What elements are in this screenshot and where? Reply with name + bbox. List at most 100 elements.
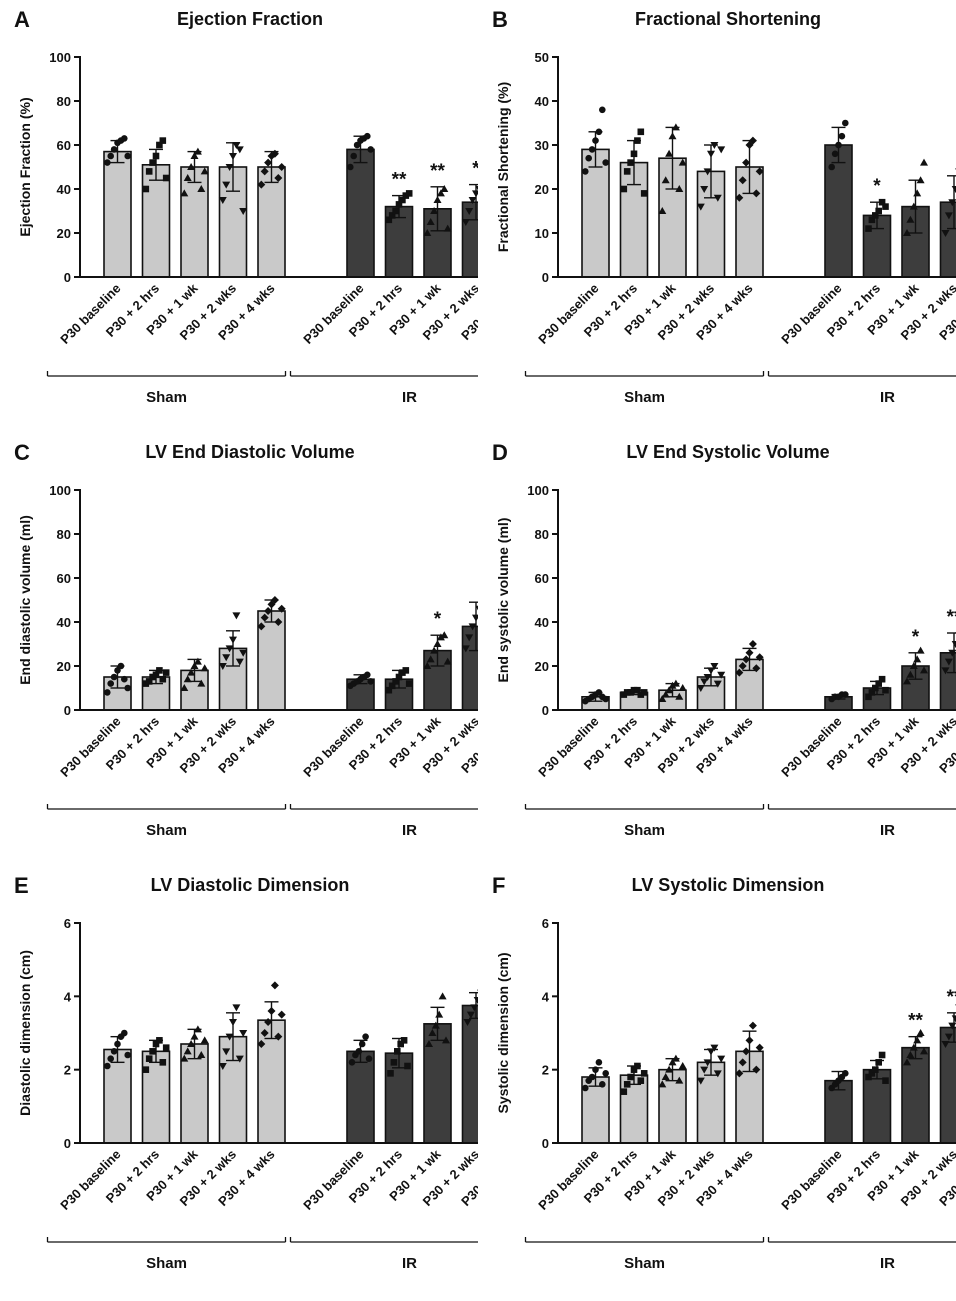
data-point bbox=[190, 1032, 199, 1040]
group-label: IR bbox=[402, 1255, 417, 1272]
data-point bbox=[640, 1070, 648, 1077]
data-point bbox=[707, 1048, 715, 1056]
chart-svg: D LV End Systolic Volume End systolic volu… bbox=[492, 440, 956, 839]
y-tick-label: 2 bbox=[542, 1063, 549, 1078]
data-point bbox=[713, 680, 722, 688]
data-point bbox=[436, 633, 445, 641]
data-point bbox=[472, 190, 478, 198]
data-point bbox=[222, 654, 231, 662]
chart-svg: B Fractional Shortening Fractional Shorten… bbox=[492, 7, 956, 406]
data-point bbox=[948, 649, 956, 657]
y-tick-label: 40 bbox=[57, 615, 71, 630]
y-tick-label: 6 bbox=[542, 916, 549, 931]
bar bbox=[824, 144, 853, 278]
bar bbox=[257, 1019, 286, 1144]
data-point bbox=[190, 662, 199, 669]
data-point bbox=[180, 189, 189, 197]
data-point bbox=[717, 146, 726, 154]
data-point bbox=[222, 1048, 231, 1056]
data-point bbox=[745, 648, 754, 657]
data-point bbox=[661, 1073, 670, 1080]
data-point bbox=[630, 686, 638, 694]
data-point bbox=[738, 662, 747, 670]
data-point bbox=[477, 989, 478, 992]
y-tick-label: 4 bbox=[542, 989, 550, 1004]
y-tick-label: 100 bbox=[49, 50, 71, 65]
data-point bbox=[232, 612, 241, 620]
data-point bbox=[602, 695, 609, 703]
data-point bbox=[425, 1040, 433, 1047]
data-point bbox=[232, 1004, 241, 1012]
data-point bbox=[405, 190, 413, 197]
chart-title: LV End Systolic Volume bbox=[626, 442, 829, 462]
y-tick-label: 40 bbox=[535, 94, 549, 109]
chart-svg: C LV End Diastolic Volume End diastolic vo… bbox=[14, 440, 478, 839]
data-point bbox=[865, 225, 872, 232]
y-axis-label: Systolic dimension (cm) bbox=[495, 952, 511, 1113]
data-point bbox=[390, 1059, 398, 1066]
data-point bbox=[239, 649, 248, 657]
data-point bbox=[270, 149, 279, 158]
chart-svg: A Ejection Fraction Ejection Fraction (%) 0… bbox=[14, 7, 478, 406]
data-point bbox=[671, 123, 680, 131]
data-point bbox=[875, 207, 882, 215]
data-point bbox=[466, 1011, 475, 1019]
data-point bbox=[107, 1055, 114, 1062]
data-point bbox=[225, 1033, 234, 1041]
data-point bbox=[872, 1066, 879, 1073]
y-tick-label: 10 bbox=[535, 226, 549, 241]
data-point bbox=[277, 604, 286, 613]
data-point bbox=[748, 1021, 757, 1030]
data-point bbox=[399, 196, 406, 204]
data-point bbox=[742, 655, 751, 664]
data-point bbox=[944, 1033, 953, 1041]
data-point bbox=[274, 1032, 283, 1041]
group-label: IR bbox=[402, 822, 417, 839]
data-point bbox=[909, 202, 918, 210]
significance-mark: ** bbox=[947, 987, 956, 1008]
panel-ejection-fraction: A Ejection Fraction Ejection Fraction (%) 0… bbox=[0, 0, 478, 433]
y-tick-label: 80 bbox=[57, 527, 71, 542]
data-point bbox=[110, 146, 118, 153]
data-point bbox=[193, 657, 202, 665]
data-point bbox=[700, 678, 709, 686]
data-point bbox=[104, 159, 111, 166]
group-label: IR bbox=[880, 1255, 895, 1272]
data-point bbox=[735, 1069, 744, 1078]
data-point bbox=[405, 680, 413, 687]
data-point bbox=[920, 666, 928, 674]
data-point bbox=[696, 1077, 705, 1085]
data-point bbox=[717, 1055, 726, 1063]
data-point bbox=[364, 671, 371, 679]
data-point bbox=[872, 684, 879, 692]
bar bbox=[346, 1050, 375, 1144]
significance-mark: * bbox=[472, 159, 478, 180]
group-label: Sham bbox=[624, 1255, 665, 1272]
data-point bbox=[461, 219, 470, 226]
data-point bbox=[180, 1054, 189, 1062]
y-tick-label: 0 bbox=[64, 703, 71, 718]
data-point bbox=[703, 168, 712, 176]
data-point bbox=[630, 1066, 638, 1073]
data-point bbox=[703, 674, 712, 681]
data-point bbox=[463, 1019, 472, 1026]
data-point bbox=[156, 667, 163, 674]
data-point bbox=[842, 1070, 849, 1077]
data-point bbox=[461, 645, 470, 653]
data-point bbox=[640, 190, 648, 197]
group-label: Sham bbox=[146, 1255, 187, 1272]
data-point bbox=[941, 1041, 950, 1048]
data-point bbox=[842, 691, 849, 698]
data-point bbox=[620, 1088, 628, 1095]
data-point bbox=[400, 1037, 408, 1044]
data-point bbox=[475, 186, 478, 191]
data-point bbox=[944, 658, 953, 666]
data-point bbox=[661, 690, 670, 698]
data-point bbox=[197, 1051, 206, 1058]
data-point bbox=[435, 1010, 444, 1018]
data-point bbox=[107, 152, 114, 160]
data-point bbox=[602, 159, 609, 166]
significance-mark: * bbox=[434, 609, 442, 630]
data-point bbox=[436, 189, 445, 197]
data-point bbox=[951, 1015, 956, 1023]
